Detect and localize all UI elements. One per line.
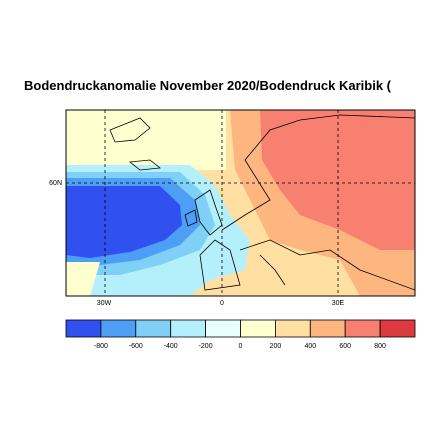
lon-label: 0 [220, 300, 224, 307]
colorbar-swatch [274, 319, 311, 338]
lon-label: 30E [332, 300, 345, 307]
map-frame [65, 109, 416, 297]
colorbar-swatch [240, 319, 276, 338]
colorbar-swatch [65, 319, 102, 338]
colorbar-label: 800 [374, 343, 386, 350]
colorbar-label: 400 [304, 343, 316, 350]
colorbar-swatch [379, 319, 416, 338]
colorbar-swatch [309, 319, 346, 338]
colorbar: -800 -600 -400 -200 0 200 400 600 800 [65, 319, 416, 350]
colorbar-label: -200 [199, 343, 213, 350]
colorbar-swatch [205, 319, 241, 338]
lat-label: 60N [49, 180, 62, 187]
colorbar-swatch [170, 319, 206, 338]
colorbar-swatch [135, 319, 172, 338]
colorbar-swatch [344, 319, 381, 338]
lon-label: 30W [97, 300, 112, 307]
colorbar-label: -800 [94, 343, 108, 350]
colorbar-label: -600 [129, 343, 143, 350]
colorbar-label: 600 [339, 343, 351, 350]
colorbar-swatch [100, 319, 137, 338]
colorbar-label: -400 [164, 343, 178, 350]
map-field [66, 110, 415, 296]
map-title: Bodendruckanomalie November 2020/Bodendr… [24, 78, 392, 93]
colorbar-label: 0 [239, 343, 243, 350]
colorbar-label: 200 [270, 343, 282, 350]
